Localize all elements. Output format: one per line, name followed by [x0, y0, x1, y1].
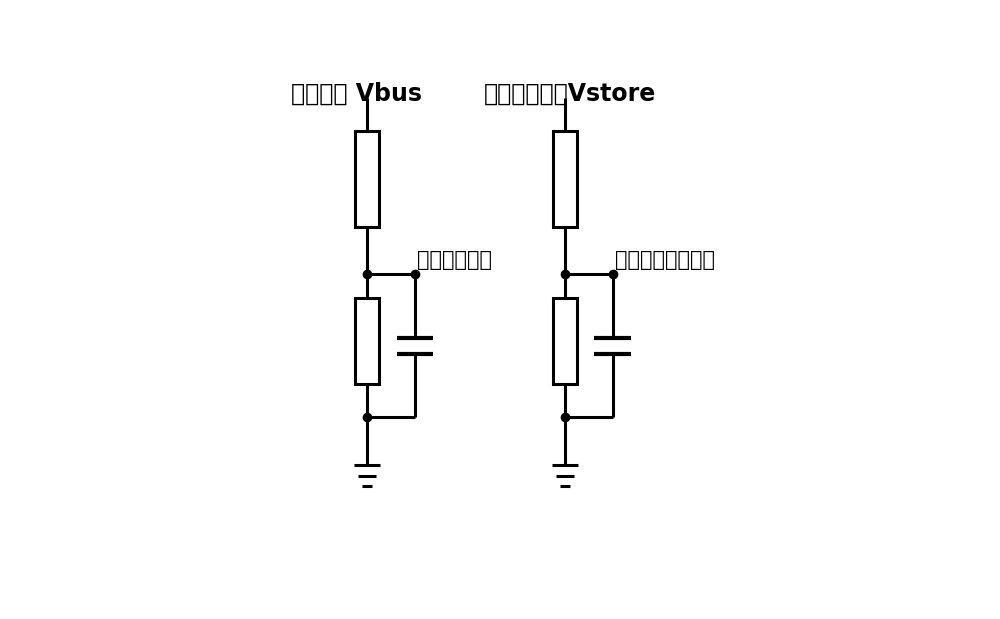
- Bar: [553, 131, 577, 227]
- Bar: [355, 131, 379, 227]
- Text: 储能电容电压Vstore: 储能电容电压Vstore: [484, 82, 656, 105]
- Bar: [355, 298, 379, 384]
- Text: 总线电压采样: 总线电压采样: [417, 250, 492, 270]
- Text: 总线电压 Vbus: 总线电压 Vbus: [291, 82, 422, 105]
- Bar: [553, 298, 577, 384]
- Text: 储能电容电压采样: 储能电容电压采样: [615, 250, 715, 270]
